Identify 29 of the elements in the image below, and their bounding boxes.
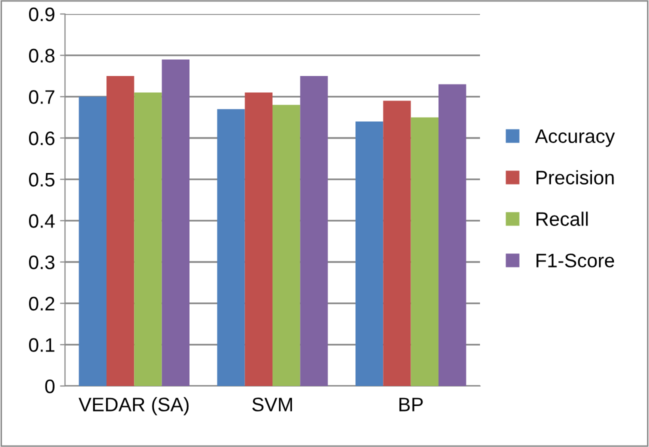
y-tick-label: 0.1 [29, 338, 54, 352]
legend-label: Recall [536, 212, 588, 226]
x-tick-label: VEDAR (SA) [78, 397, 189, 416]
y-tick-label: 0.5 [29, 172, 54, 187]
bar [162, 59, 190, 386]
bar [410, 117, 438, 386]
x-tick-label: SVM [252, 398, 292, 412]
bar [78, 96, 106, 386]
y-tick-label: 0 [45, 379, 55, 394]
legend-label: F1-Score [536, 254, 614, 268]
legend-label: Accuracy [535, 129, 615, 147]
y-tick-label: 0.4 [29, 214, 55, 228]
bar [438, 84, 466, 386]
bar [244, 92, 272, 386]
bar [106, 76, 134, 386]
legend-label: Precision [536, 170, 614, 184]
bar [356, 121, 384, 386]
y-tick-label: 0.6 [29, 131, 54, 146]
y-tick-label: 0.9 [29, 7, 54, 22]
bar [134, 92, 162, 386]
bar [272, 104, 300, 386]
y-tick-label: 0.3 [29, 255, 54, 270]
bar [300, 76, 328, 386]
bar [217, 109, 245, 386]
bar [383, 100, 411, 386]
y-tick-label: 0.2 [29, 296, 54, 311]
x-tick-label: BP [399, 398, 423, 412]
y-tick-label: 0.8 [29, 48, 54, 63]
y-tick-label: 0.7 [29, 90, 54, 104]
